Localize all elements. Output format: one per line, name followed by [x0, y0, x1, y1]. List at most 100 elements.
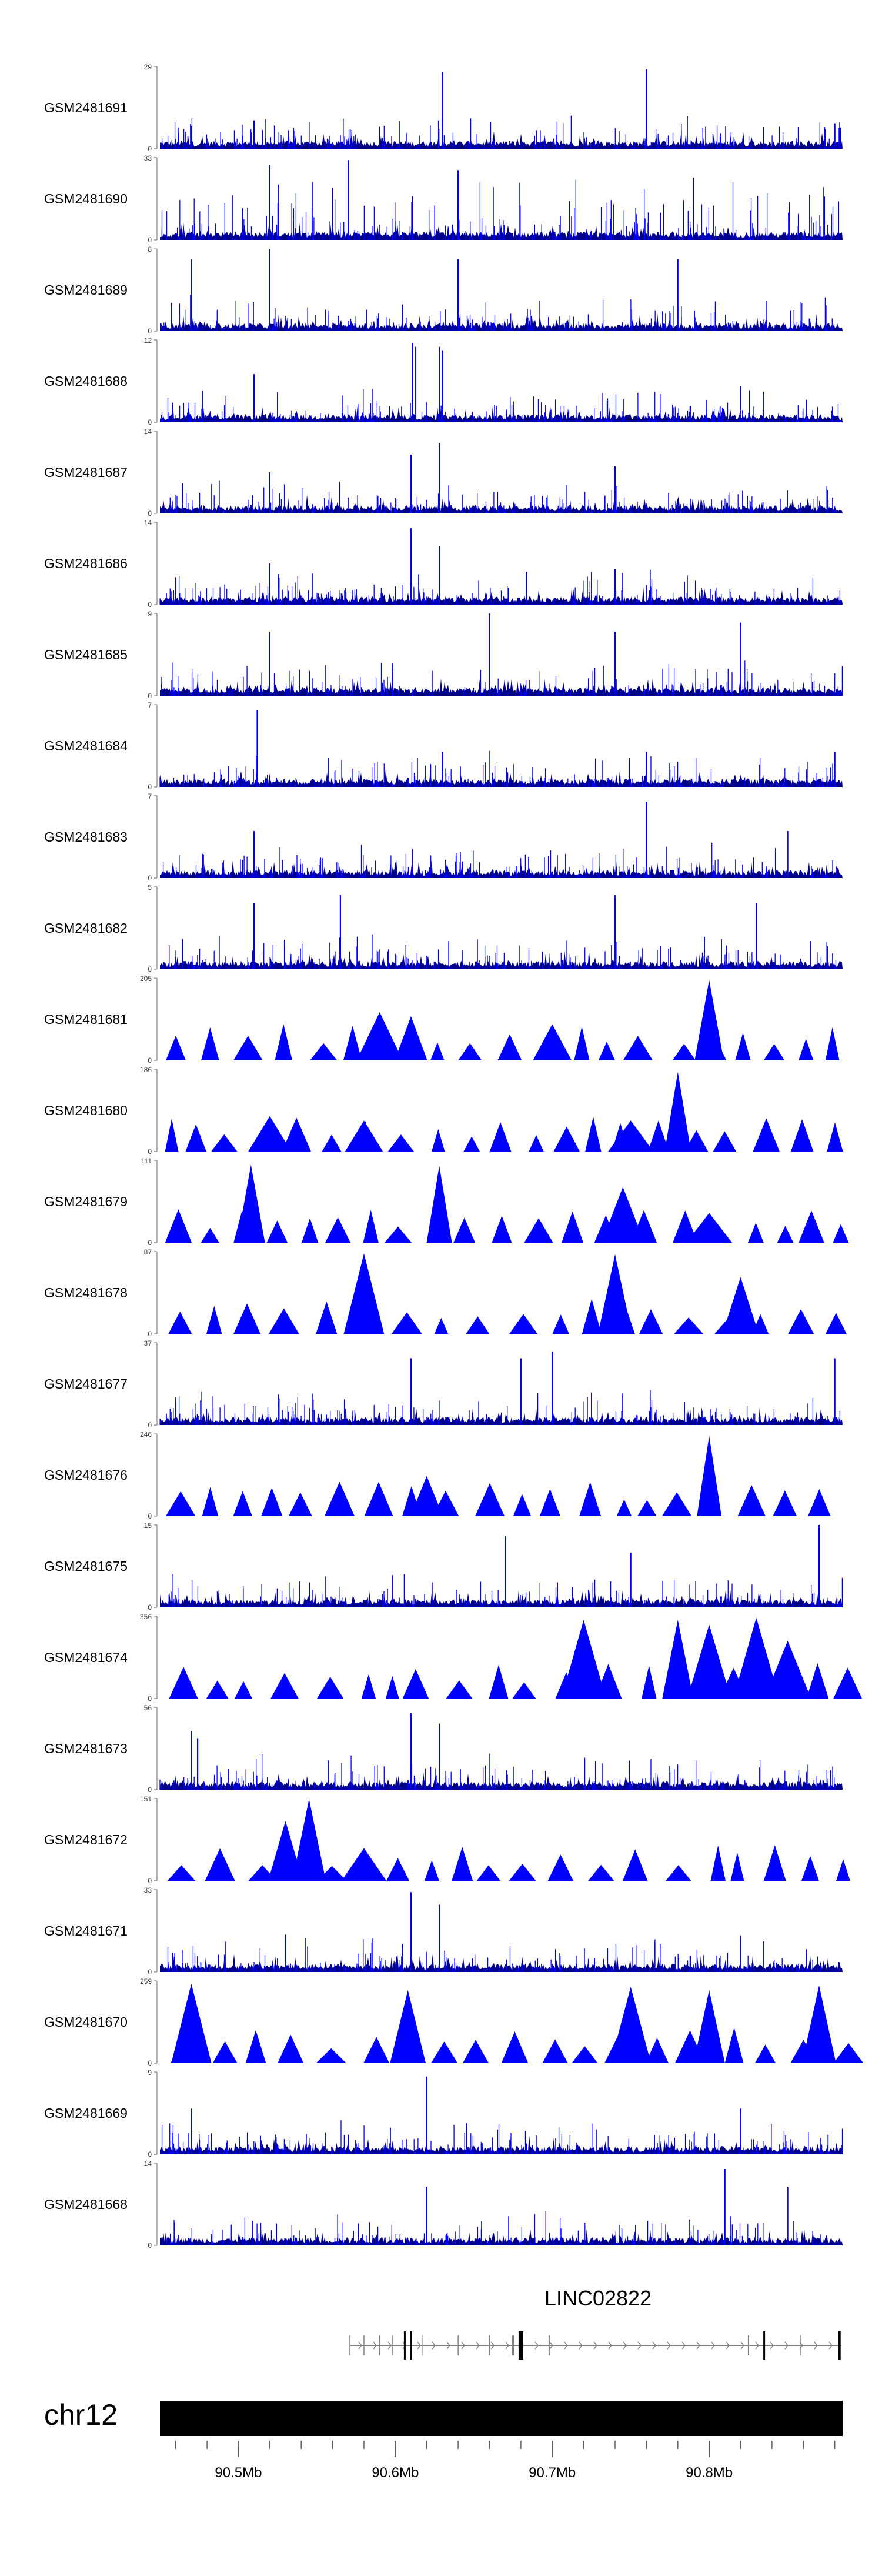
y-min-label: 0	[148, 1968, 152, 1976]
y-max-label: 259	[140, 1977, 152, 1986]
y-max-label: 205	[140, 975, 152, 983]
coverage-baseline	[160, 495, 843, 514]
y-max-label: 7	[148, 792, 152, 800]
y-min-label: 0	[148, 1239, 152, 1247]
coverage-area	[160, 895, 843, 969]
track-GSM2481685: GSM2481685 9 0	[44, 610, 843, 700]
track-GSM2481682: GSM248168250	[44, 883, 843, 973]
track-label: GSM2481683	[44, 829, 128, 845]
track-GSM2481690: GSM2481690 33 0	[44, 154, 843, 244]
y-max-label: 15	[144, 1521, 152, 1530]
exon	[748, 2335, 749, 2355]
coverage-area	[160, 1525, 843, 1607]
y-max-label: 12	[144, 336, 152, 345]
y-min-label: 0	[148, 327, 152, 335]
track-label: GSM2481687	[44, 465, 128, 480]
track-label: GSM2481674	[44, 1650, 128, 1665]
y-max-label: 5	[148, 883, 152, 892]
track-label: GSM2481671	[44, 1923, 128, 1938]
coverage-area	[160, 1713, 843, 1790]
y-min-label: 0	[148, 1694, 152, 1703]
coverage-area	[169, 1617, 862, 1699]
coverage-area	[160, 2077, 843, 2154]
y-max-label: 151	[140, 1795, 152, 1803]
exon	[763, 2331, 765, 2360]
y-min-label: 0	[148, 600, 152, 609]
gene-track: LINC02822	[349, 2286, 841, 2360]
track-GSM2481677: GSM2481677 37 0	[44, 1339, 843, 1429]
y-max-label: 111	[141, 1157, 152, 1165]
track-label: GSM2481691	[44, 100, 128, 115]
y-min-label: 0	[148, 1877, 152, 1885]
y-min-label: 0	[148, 1786, 152, 1794]
y-max-label: 37	[144, 1339, 152, 1347]
track-GSM2481673: GSM2481673 56 0	[44, 1704, 843, 1794]
y-max-label: 14	[144, 428, 152, 436]
y-min-label: 0	[148, 2241, 152, 2250]
y-max-label: 246	[140, 1430, 152, 1439]
genome-axis: 90.5Mb 90.6Mb 90.7Mb 90.8Mb	[176, 2441, 835, 2481]
track-label: GSM2481686	[44, 556, 128, 571]
y-min-label: 0	[148, 2059, 152, 2067]
coverage-triangles	[170, 1984, 863, 2063]
exon	[800, 2335, 801, 2355]
track-GSM2481679: GSM2481679 111 0	[44, 1157, 848, 1247]
coverage-area	[160, 443, 843, 513]
coverage-baseline	[160, 313, 843, 331]
coverage-area	[160, 69, 843, 149]
exon	[410, 2331, 412, 2360]
axis-tick-label: 90.8Mb	[686, 2465, 733, 2481]
track-GSM2481676: GSM24816762460	[44, 1430, 831, 1520]
y-min-label: 0	[148, 1421, 152, 1429]
track-label: GSM2481684	[44, 738, 128, 753]
track-label: GSM2481690	[44, 191, 128, 206]
track-GSM2481670: GSM2481670 259 0	[44, 1977, 863, 2067]
exon	[422, 2335, 423, 2355]
y-min-label: 0	[148, 236, 152, 244]
coverage-spikes	[163, 935, 836, 969]
coverage-area	[160, 160, 843, 240]
y-min-label: 0	[148, 783, 152, 791]
coverage-area	[160, 1352, 843, 1425]
y-max-label: 186	[140, 1066, 152, 1074]
track-label: GSM2481675	[44, 1559, 128, 1574]
track-GSM2481669: GSM2481669 9 0	[44, 2068, 843, 2158]
coverage-baseline	[160, 951, 843, 970]
coverage-baseline	[160, 860, 843, 878]
track-label: GSM2481672	[44, 1832, 128, 1847]
track-GSM2481671: GSM2481671 33 0	[44, 1886, 843, 1976]
exon	[392, 2335, 393, 2355]
coverage-area	[170, 1984, 863, 2063]
exon	[512, 2335, 514, 2355]
y-max-label: 8	[148, 245, 152, 253]
track-label: GSM2481679	[44, 1194, 128, 1209]
y-max-label: 33	[144, 1886, 152, 1894]
track-label: GSM2481685	[44, 647, 128, 662]
coverage-area	[165, 1072, 843, 1152]
y-max-label: 9	[148, 610, 152, 618]
y-min-label: 0	[148, 1512, 152, 1520]
track-label: GSM2481681	[44, 1012, 128, 1027]
coverage-tracks: GSM2481691290GSM2481690330GSM248168980GS…	[44, 63, 863, 2250]
y-min-label: 0	[148, 145, 152, 153]
y-max-label: 56	[144, 1704, 152, 1712]
chromosome-label: chr12	[44, 2398, 118, 2431]
exon	[549, 2335, 550, 2355]
chromosome-bar	[160, 2401, 843, 2436]
track-GSM2481686: GSM2481686 14 0	[44, 519, 843, 609]
exon	[349, 2335, 350, 2355]
axis-tick-label: 90.6Mb	[372, 2465, 419, 2481]
track-label: GSM2481673	[44, 1741, 128, 1756]
track-GSM2481684: GSM248168470	[44, 701, 843, 791]
coverage-triangles	[166, 1436, 831, 1516]
coverage-area	[160, 613, 843, 696]
coverage-area	[160, 249, 843, 331]
track-label: GSM2481677	[44, 1376, 128, 1392]
axis-tick-label: 90.7Mb	[529, 2465, 576, 2481]
coverage-area	[160, 2169, 843, 2245]
coverage-area	[160, 528, 843, 605]
y-max-label: 29	[144, 63, 152, 71]
coverage-area	[168, 1799, 850, 1881]
exon	[519, 2331, 523, 2360]
exon	[363, 2335, 365, 2355]
